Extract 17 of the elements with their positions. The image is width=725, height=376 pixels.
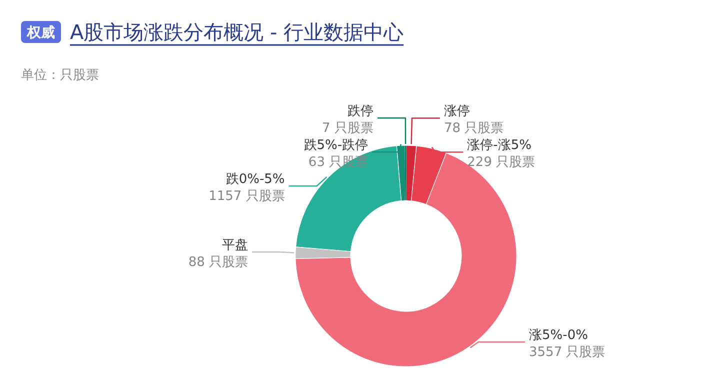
data-label: 88 只股票 [188,255,248,270]
data-label: 229 只股票 [467,155,536,170]
slice-label: 平盘 [222,238,248,254]
slice-label: 跌0%-5% [226,172,285,187]
data-label: 7 只股票 [322,121,374,136]
slice-label: 跌停 [347,104,374,119]
donut-slice [406,146,416,200]
slice-label: 涨停-涨5% [467,138,532,154]
data-label: 1157 只股票 [208,189,285,204]
chart-title: A股市场涨跌分布概况 - 行业数据中心 [70,20,404,44]
badge: 权威 [21,21,61,43]
data-label: 3557 只股票 [529,345,606,360]
slice-label: 涨5%-0% [529,328,588,343]
slice-label: 涨停 [444,104,470,120]
data-label: 78 只股票 [444,121,504,136]
text: 单位：只股票 [21,68,99,83]
legend-label: 跌5%-跌停 [304,138,368,153]
